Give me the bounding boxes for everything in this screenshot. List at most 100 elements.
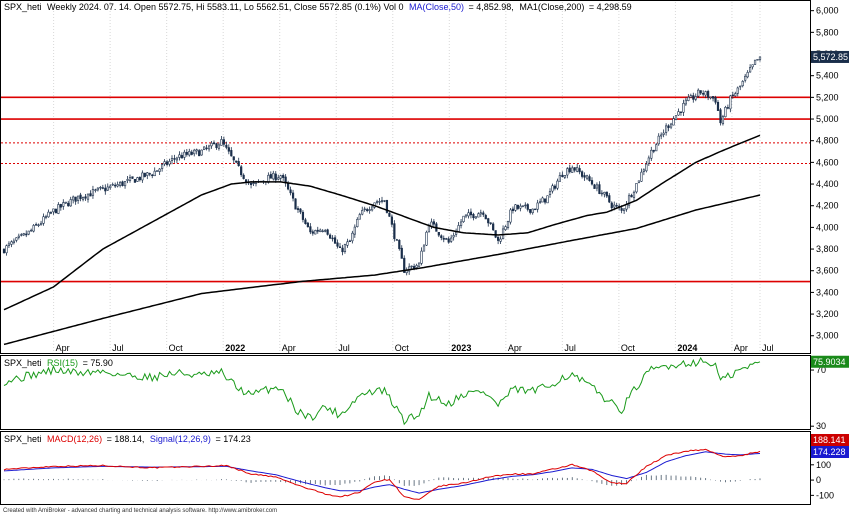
candle-body (269, 174, 272, 179)
candles-layer (2, 56, 762, 276)
candle-body (306, 222, 309, 228)
candle-body (553, 185, 557, 189)
candle-body (79, 194, 82, 199)
moving-averages (3, 134, 761, 346)
candle-body (128, 177, 132, 181)
candle-body (640, 171, 643, 182)
candle-body (660, 134, 663, 137)
candle-body (556, 180, 559, 189)
x-tick-label: Apr (56, 343, 70, 353)
candle-body (30, 229, 33, 232)
candle-body (94, 189, 97, 191)
candle-body (393, 223, 396, 239)
price-y-tick-label: 3,800 (816, 244, 839, 254)
candle-body (161, 164, 164, 169)
candle-body (72, 196, 75, 201)
candle-body (442, 237, 445, 240)
candle-body (311, 231, 314, 234)
price-y-tick-label: 5,000 (816, 114, 839, 124)
candle-body (272, 172, 275, 180)
candle-body (168, 161, 171, 165)
candle-body (2, 248, 6, 254)
candle-body (447, 238, 450, 243)
candle-body (689, 95, 692, 98)
candle-body (274, 173, 277, 181)
candle-body (529, 209, 532, 213)
candle-body (84, 196, 87, 199)
rsi-line (3, 356, 761, 426)
candle-body (709, 96, 712, 99)
candle-body (331, 237, 334, 240)
macd-last-label: 188.141 (813, 435, 846, 445)
signal-last-box (811, 446, 849, 458)
candle-body (227, 147, 230, 152)
last-price-label: 5,572.85 (813, 52, 848, 62)
candle-body (445, 238, 448, 240)
candle-body (504, 226, 507, 230)
candle-body (156, 170, 159, 172)
candle-body (707, 91, 710, 98)
candle-body (571, 167, 574, 173)
footer-credit: Created with AmiBroker - advanced charti… (3, 508, 277, 514)
candle-body (417, 262, 421, 267)
candle-body (576, 167, 579, 172)
candle-body (623, 208, 626, 212)
candle-body (225, 144, 228, 148)
macd-y-tick-label: 100 (816, 460, 831, 470)
candle-body (101, 187, 104, 189)
candle-body (714, 97, 717, 103)
macd-header: SPX_heti MACD(12,26) = 188.14, Signal(12… (4, 434, 251, 444)
candle-body (180, 155, 183, 159)
candle-body (5, 245, 8, 254)
candle-body (420, 250, 423, 264)
candle-body (684, 99, 687, 105)
candle-body (358, 214, 361, 220)
candle-body (492, 223, 495, 231)
candle-body (642, 169, 645, 172)
price-desc: Weekly 2024. 07. 14. Open 5572.75, Hi 55… (47, 2, 403, 12)
macd-value: = 188.14, (107, 434, 145, 444)
x-tick-label: Oct (169, 343, 184, 353)
candle-body (77, 195, 80, 201)
candle-body (104, 187, 107, 192)
candle-body (674, 115, 678, 120)
candle-body (697, 89, 700, 97)
rsi-y-tick-label: 70 (816, 365, 826, 375)
x-tick-label: Jul (564, 343, 576, 353)
ma50-label: MA(Close,50) (409, 2, 464, 12)
candle-body (546, 195, 549, 204)
candle-body (375, 201, 379, 203)
candle-body (299, 208, 302, 213)
candle-body (89, 193, 92, 197)
candle-body (39, 222, 43, 226)
candle-body (336, 242, 339, 247)
candle-body (301, 211, 305, 220)
candle-body (615, 205, 618, 207)
candle-body (343, 244, 347, 252)
rsi-y-tick-label: 30 (816, 421, 826, 431)
candle-body (175, 157, 179, 161)
candle-body (205, 147, 208, 150)
candle-body (146, 172, 149, 176)
candle-body (309, 226, 312, 233)
candle-body (368, 209, 371, 211)
candle-body (212, 142, 216, 145)
price-y-tick-label: 4,000 (816, 222, 839, 232)
candle-body (526, 204, 529, 210)
candle-body (25, 233, 28, 236)
candle-body (383, 200, 386, 202)
x-tick-label: Oct (621, 343, 636, 353)
candle-body (534, 208, 537, 211)
candle-body (756, 59, 759, 61)
candle-body (729, 95, 732, 110)
price-header: SPX_heti Weekly 2024. 07. 14. Open 5572.… (4, 2, 632, 12)
candle-body (655, 144, 658, 152)
candle-body (736, 87, 739, 94)
candle-body (573, 167, 576, 171)
candle-body (338, 246, 342, 248)
grid-layer (53, 2, 761, 352)
candle-body (645, 163, 648, 172)
ma200-value: = 4,298.59 (589, 2, 632, 12)
candle-body (96, 187, 99, 191)
candle-body (287, 183, 290, 190)
